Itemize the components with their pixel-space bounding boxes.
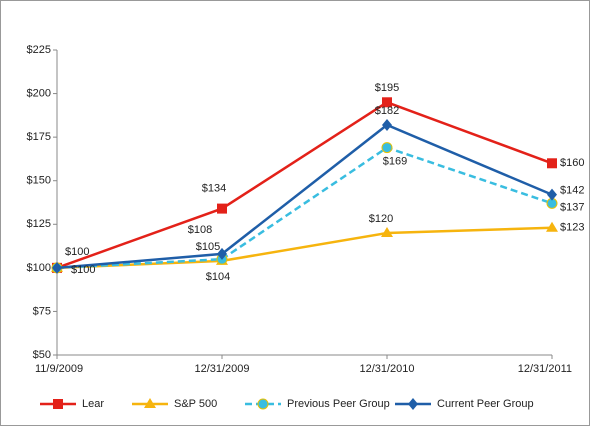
y-tick-label: $125 [27, 218, 51, 230]
series-line [56, 146, 553, 270]
x-tick-label: 12/31/2009 [194, 363, 249, 375]
data-label: $123 [560, 222, 584, 234]
data-label: $195 [375, 82, 399, 94]
data-label: $182 [375, 105, 399, 117]
data-point [217, 247, 227, 260]
legend-label: S&P 500 [174, 398, 217, 410]
data-label: $169 [383, 156, 407, 168]
series-line [56, 123, 553, 270]
data-label: $100 [65, 246, 89, 258]
y-tick-label: $225 [27, 44, 51, 56]
data-label: $137 [560, 201, 584, 213]
y-tick-label: $200 [27, 87, 51, 99]
x-tick-label: 12/31/2011 [518, 363, 572, 375]
y-tick-label: $150 [27, 175, 51, 187]
legend-marker [408, 398, 418, 410]
data-point [547, 188, 557, 201]
data-point [381, 227, 393, 237]
legend-label: Lear [82, 398, 104, 410]
data-label: $134 [202, 183, 226, 195]
data-label: $160 [560, 157, 584, 169]
y-tick-label: $50 [33, 349, 51, 361]
x-tick-label: 11/9/2009 [35, 363, 83, 375]
y-tick-label: $75 [33, 305, 51, 317]
data-label: $104 [206, 271, 230, 283]
legend-marker [144, 398, 156, 408]
data-point [547, 158, 557, 169]
data-point [546, 221, 558, 232]
legend-label: Previous Peer Group [287, 398, 390, 410]
legend-label: Current Peer Group [437, 398, 534, 410]
data-point [217, 203, 227, 214]
data-label: $108 [188, 224, 212, 236]
data-point [381, 142, 393, 154]
series-line [56, 100, 553, 270]
data-label: $105 [196, 241, 220, 253]
data-point [382, 118, 392, 131]
legend-marker [53, 399, 63, 409]
data-label: $142 [560, 185, 584, 197]
legend-marker [257, 398, 269, 410]
y-tick-label: $100 [27, 262, 51, 274]
x-tick-label: 12/31/2010 [359, 363, 414, 375]
data-label: $100 [71, 264, 95, 276]
y-tick-label: $175 [27, 131, 51, 143]
data-point [52, 261, 62, 274]
data-label: $120 [369, 213, 393, 225]
data-point [382, 97, 392, 108]
